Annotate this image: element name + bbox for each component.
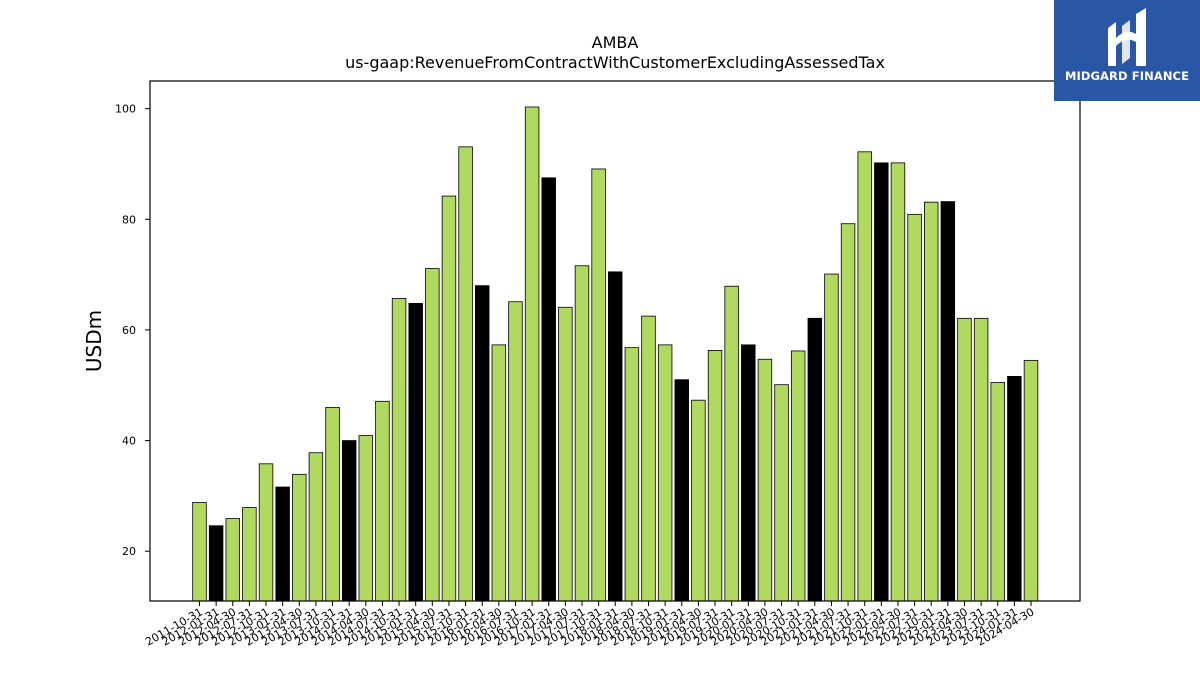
bar	[608, 271, 623, 602]
y-tick-label: 80	[122, 213, 136, 226]
bars-group	[192, 106, 1039, 602]
bar	[208, 525, 224, 602]
bar	[824, 273, 839, 602]
bar	[292, 473, 307, 602]
bar	[541, 177, 556, 602]
bar	[242, 507, 257, 602]
bar	[973, 317, 989, 602]
bar	[508, 301, 523, 602]
y-tick-label: 60	[122, 324, 136, 337]
bar	[707, 349, 723, 602]
bar	[990, 382, 1005, 602]
bar	[807, 317, 823, 602]
bar	[192, 502, 207, 602]
bar	[458, 146, 473, 602]
bar	[840, 223, 856, 602]
bar	[341, 440, 357, 602]
bar	[258, 463, 274, 602]
bar	[890, 162, 906, 602]
y-tick-label: 100	[115, 103, 136, 116]
bar	[1007, 375, 1022, 602]
y-ticks-group: 20 40 60 80 100	[115, 103, 150, 558]
bar	[474, 285, 490, 602]
bar	[358, 435, 374, 602]
y-tick-label: 40	[122, 435, 136, 448]
y-tick-label: 20	[122, 545, 136, 558]
bar	[524, 106, 540, 602]
bar	[741, 344, 756, 602]
y-axis-label: USDm	[82, 310, 106, 372]
chart-title: AMBA	[592, 33, 639, 52]
bar	[641, 315, 656, 602]
chart-subtitle: us-gaap:RevenueFromContractWithCustomerE…	[345, 53, 885, 72]
bar	[924, 201, 939, 602]
bar	[907, 213, 922, 602]
bar	[857, 151, 872, 602]
bar	[691, 399, 706, 602]
midgard-logo-icon	[1108, 8, 1146, 66]
bar	[275, 486, 290, 602]
brand-logo: MIDGARD FINANCE	[1054, 0, 1200, 101]
bar	[574, 265, 590, 602]
bar	[325, 406, 340, 602]
x-ticks-group: 2011-10-312012-01-312012-04-302012-07-31…	[143, 601, 1037, 649]
bar	[657, 344, 673, 602]
bar	[790, 350, 806, 602]
bar	[308, 452, 324, 602]
bar	[375, 400, 390, 602]
bar	[624, 347, 640, 602]
bar	[957, 317, 972, 602]
bar	[225, 518, 240, 602]
bar	[391, 297, 407, 602]
bar	[674, 379, 689, 602]
bar	[774, 384, 789, 602]
logo-text: MIDGARD FINANCE	[1064, 69, 1190, 83]
bar	[591, 168, 606, 602]
bar	[408, 302, 423, 602]
bar	[724, 285, 739, 602]
bar	[757, 358, 773, 602]
bar	[940, 201, 956, 602]
bar	[558, 306, 573, 602]
bar	[441, 195, 457, 602]
bar	[491, 344, 507, 602]
bar	[874, 162, 889, 602]
bar	[1023, 359, 1039, 602]
bar	[425, 268, 440, 602]
plot-frame	[149, 80, 1081, 602]
